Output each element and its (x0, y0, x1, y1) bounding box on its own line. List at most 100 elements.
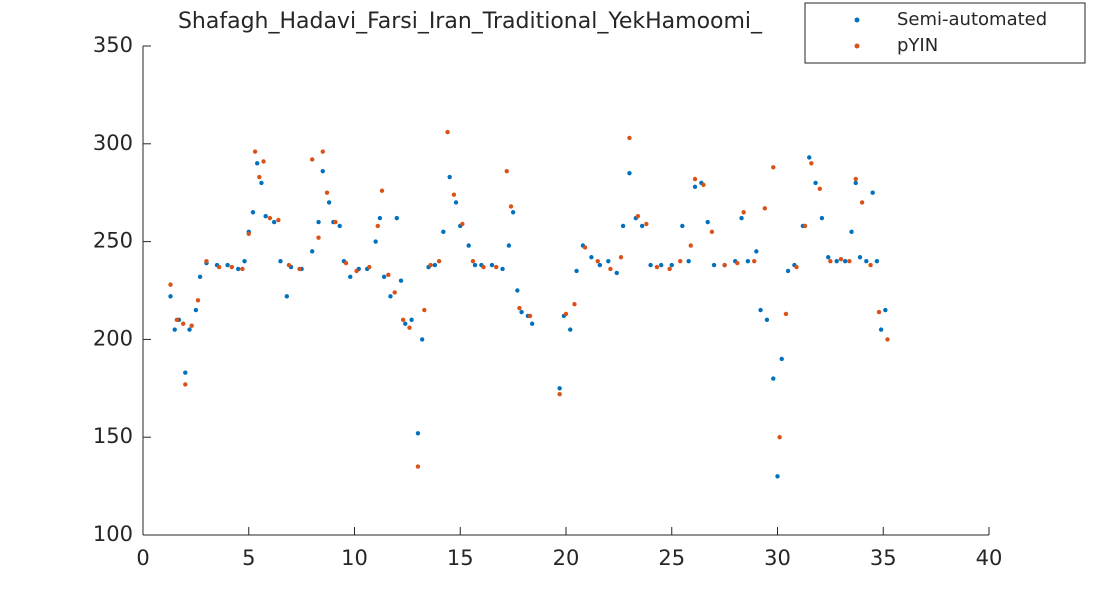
x-tick-label: 10 (341, 546, 368, 570)
point (574, 268, 579, 274)
point (771, 165, 776, 170)
point (286, 262, 292, 268)
point (817, 186, 822, 191)
point (764, 317, 770, 323)
point (876, 309, 882, 315)
point (432, 262, 438, 268)
point (654, 264, 660, 270)
point (386, 272, 391, 278)
legend-box (804, 2, 1086, 64)
point (794, 264, 799, 270)
point (278, 258, 283, 264)
point (777, 435, 782, 440)
point (398, 278, 404, 283)
point (242, 258, 247, 264)
point (754, 249, 759, 254)
point (853, 176, 858, 182)
point (686, 258, 691, 264)
y-tick-label: 250 (93, 229, 133, 253)
point (701, 182, 706, 188)
point (529, 321, 535, 326)
point (415, 464, 421, 469)
point (834, 258, 839, 264)
point (678, 258, 683, 264)
point (337, 223, 342, 229)
point (883, 307, 888, 313)
point (481, 264, 486, 270)
point (229, 264, 235, 270)
point (870, 190, 875, 195)
point (735, 260, 740, 266)
point (436, 258, 442, 264)
point (510, 210, 516, 215)
y-tick-label: 200 (93, 326, 133, 350)
point (874, 258, 880, 264)
point (489, 262, 495, 268)
point (381, 274, 387, 280)
y-tick-label: 350 (93, 33, 133, 57)
point (419, 337, 425, 342)
point (608, 266, 613, 272)
point (762, 206, 768, 211)
point (842, 258, 848, 264)
point (388, 294, 393, 299)
point (284, 294, 290, 299)
point (758, 307, 763, 313)
point (669, 262, 674, 268)
point (557, 391, 562, 397)
point (506, 243, 512, 248)
point (447, 174, 452, 180)
point (658, 262, 664, 268)
point (379, 188, 385, 193)
point (783, 311, 789, 317)
point (568, 327, 573, 332)
point (183, 382, 188, 387)
point (367, 264, 372, 270)
point (310, 157, 315, 162)
point (174, 317, 180, 323)
point (172, 327, 177, 332)
chart-title: Shafagh_Hadavi_Farsi_Iran_Traditional_Ye… (178, 9, 763, 34)
point (705, 219, 710, 225)
point (195, 298, 201, 303)
point (864, 258, 869, 264)
point (709, 229, 715, 235)
point (627, 170, 632, 176)
point (187, 327, 192, 332)
point (400, 317, 406, 323)
point (316, 219, 321, 225)
point (722, 262, 727, 268)
point (324, 190, 330, 195)
point (859, 200, 865, 205)
point (375, 223, 380, 229)
point (802, 223, 808, 229)
point (847, 258, 852, 264)
point (572, 301, 577, 307)
y-tick-label: 300 (93, 131, 133, 155)
point (197, 274, 203, 280)
point (779, 356, 784, 362)
point (711, 262, 717, 268)
point (297, 266, 302, 272)
legend-marker (854, 17, 860, 23)
point (394, 215, 399, 221)
x-tick-label: 5 (242, 546, 255, 570)
point (597, 262, 603, 268)
legend-marker (854, 43, 860, 49)
point (752, 258, 757, 264)
point (373, 239, 378, 244)
point (261, 159, 266, 164)
point (470, 258, 476, 264)
point (193, 307, 199, 313)
point (838, 257, 844, 262)
point (819, 215, 825, 221)
point (739, 215, 744, 221)
point (252, 149, 258, 154)
point (785, 268, 791, 274)
point (771, 376, 776, 381)
y-tick-label: 150 (93, 424, 133, 448)
point (250, 210, 256, 215)
point (809, 161, 814, 166)
point (225, 262, 230, 268)
point (508, 204, 514, 209)
